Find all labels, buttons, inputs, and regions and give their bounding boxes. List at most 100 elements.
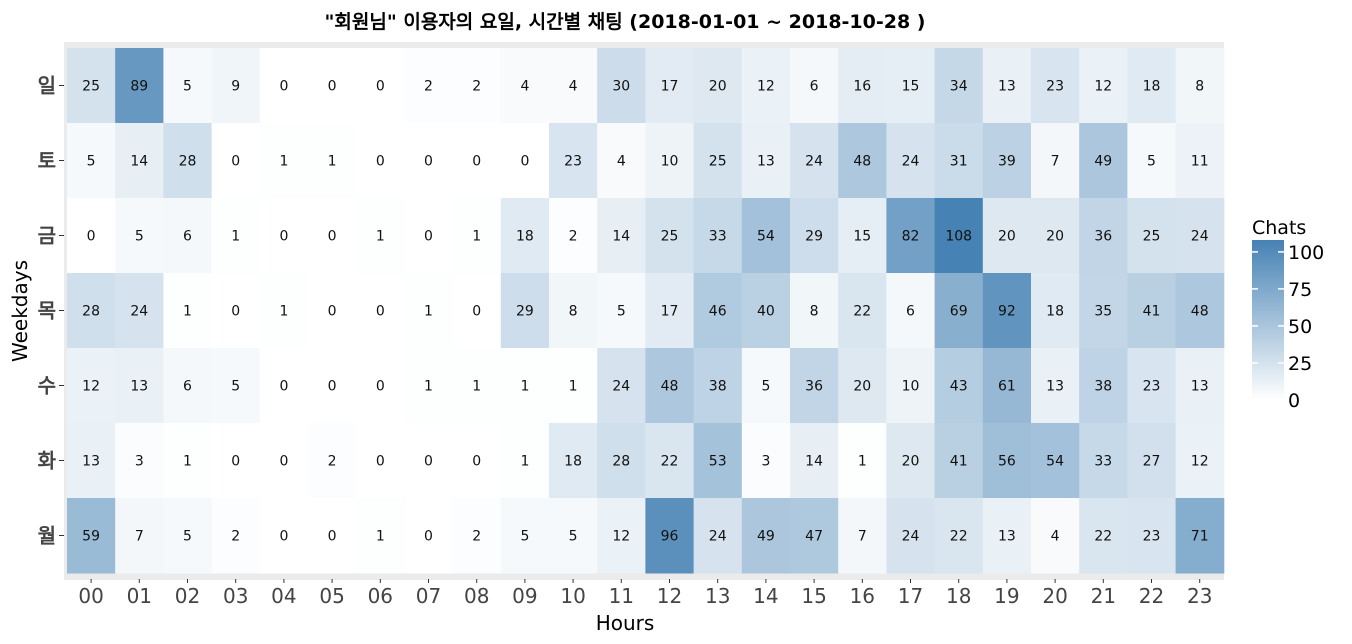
- heatmap-cell: [308, 123, 357, 199]
- cell-value-label: 53: [709, 454, 727, 470]
- heatmap-cell: [549, 498, 598, 574]
- heatmap-cell: [1079, 123, 1128, 199]
- cell-value-label: 0: [376, 304, 385, 320]
- heatmap-cell: [549, 48, 598, 124]
- legend-ticks: 100 75 50 25 0: [1252, 242, 1324, 412]
- cell-value-label: 34: [950, 79, 968, 95]
- cell-value-label: 1: [520, 454, 529, 470]
- heatmap-cell: [741, 348, 791, 424]
- heatmap-cell: [934, 198, 984, 274]
- heatmap-cell: [115, 48, 164, 124]
- cell-value-label: 18: [516, 229, 534, 245]
- heatmap-cell: [645, 423, 695, 499]
- cell-value-label: 24: [1191, 229, 1209, 245]
- heatmap-cell: [308, 198, 357, 274]
- cell-value-label: 36: [1094, 229, 1112, 245]
- cell-value-label: 6: [906, 304, 915, 320]
- heatmap-cell: [163, 348, 213, 424]
- cell-value-label: 5: [761, 379, 770, 395]
- heatmap-cell: [1175, 273, 1225, 349]
- heatmap-cell: [741, 123, 791, 199]
- heatmap-cell: [838, 123, 887, 199]
- cell-value-label: 13: [998, 79, 1016, 95]
- heatmap-cell: [115, 273, 164, 349]
- cell-value-label: 39: [998, 154, 1016, 170]
- heatmap-cell: [549, 123, 598, 199]
- heatmap-cell: [500, 198, 550, 274]
- x-tick-label: 21: [1091, 584, 1116, 608]
- cell-value-label: 0: [279, 454, 288, 470]
- cell-value-label: 61: [998, 379, 1016, 395]
- heatmap-cell: [500, 423, 550, 499]
- cell-value-label: 6: [183, 229, 192, 245]
- heatmap-cell: [645, 498, 695, 574]
- cell-value-label: 5: [617, 304, 626, 320]
- heatmap-cell: [790, 498, 839, 574]
- heatmap-cell: [1031, 498, 1080, 574]
- heatmap-cell: [259, 273, 309, 349]
- cell-value-label: 36: [805, 379, 823, 395]
- cell-value-label: 0: [279, 529, 288, 545]
- cell-value-label: 1: [231, 229, 240, 245]
- cell-value-label: 0: [424, 154, 433, 170]
- cell-value-label: 38: [1094, 379, 1112, 395]
- cell-value-label: 2: [569, 229, 578, 245]
- heatmap-cell: [1127, 348, 1177, 424]
- cell-value-label: 25: [709, 154, 727, 170]
- heatmap-cell: [645, 123, 695, 199]
- cell-value-label: 43: [950, 379, 968, 395]
- heatmap-cell: [452, 198, 502, 274]
- heatmap-cell: [549, 423, 598, 499]
- cell-value-label: 54: [1046, 454, 1064, 470]
- heatmap-cell: [115, 198, 164, 274]
- cell-value-label: 71: [1191, 529, 1209, 545]
- heatmap-cell: [1031, 48, 1080, 124]
- heatmap-cell: [790, 423, 839, 499]
- heatmap-cell: [597, 273, 646, 349]
- cell-value-label: 5: [135, 229, 144, 245]
- cell-value-label: 5: [569, 529, 578, 545]
- chart-title: "회원님" 이용자의 요일, 시간별 채팅 (2018-01-01 ~ 2018…: [324, 11, 925, 33]
- heatmap-cell: [982, 273, 1032, 349]
- heatmap-cell: [308, 498, 357, 574]
- cell-value-label: 2: [472, 529, 481, 545]
- cell-value-label: 24: [612, 379, 630, 395]
- cell-value-label: 13: [82, 454, 100, 470]
- cell-value-label: 48: [1191, 304, 1209, 320]
- heatmap-cell: [597, 348, 646, 424]
- cell-value-label: 4: [569, 79, 578, 95]
- cell-value-label: 49: [1094, 154, 1112, 170]
- cell-value-label: 13: [1046, 379, 1064, 395]
- cell-value-label: 10: [902, 379, 920, 395]
- heatmap-cell: [1079, 498, 1128, 574]
- heatmap-cell: [1079, 198, 1128, 274]
- x-tick-label: 03: [223, 584, 248, 608]
- cell-value-label: 13: [130, 379, 148, 395]
- cell-value-label: 0: [328, 79, 337, 95]
- cell-value-label: 27: [1143, 454, 1161, 470]
- heatmap-cell: [934, 48, 984, 124]
- heatmap-cell: [886, 423, 936, 499]
- cell-value-label: 20: [1046, 229, 1064, 245]
- heatmap-cell: [163, 198, 213, 274]
- heatmap-cell: [597, 198, 646, 274]
- cell-value-label: 82: [902, 229, 920, 245]
- heatmap-cell: [404, 348, 454, 424]
- cell-value-label: 12: [757, 79, 775, 95]
- cell-value-label: 59: [82, 529, 100, 545]
- cell-value-label: 1: [424, 304, 433, 320]
- heatmap-cell: [163, 48, 213, 124]
- cell-value-label: 8: [1195, 79, 1204, 95]
- cell-value-label: 22: [950, 529, 968, 545]
- x-tick-label: 00: [78, 584, 103, 608]
- cell-value-label: 41: [950, 454, 968, 470]
- cell-value-label: 31: [950, 154, 968, 170]
- x-tick-label: 09: [512, 584, 537, 608]
- heatmap-cell: [308, 273, 357, 349]
- cell-value-label: 13: [757, 154, 775, 170]
- x-tick-label: 16: [850, 584, 875, 608]
- cell-value-label: 18: [564, 454, 582, 470]
- cell-value-label: 5: [183, 529, 192, 545]
- cell-value-label: 7: [1051, 154, 1060, 170]
- cell-value-label: 8: [569, 304, 578, 320]
